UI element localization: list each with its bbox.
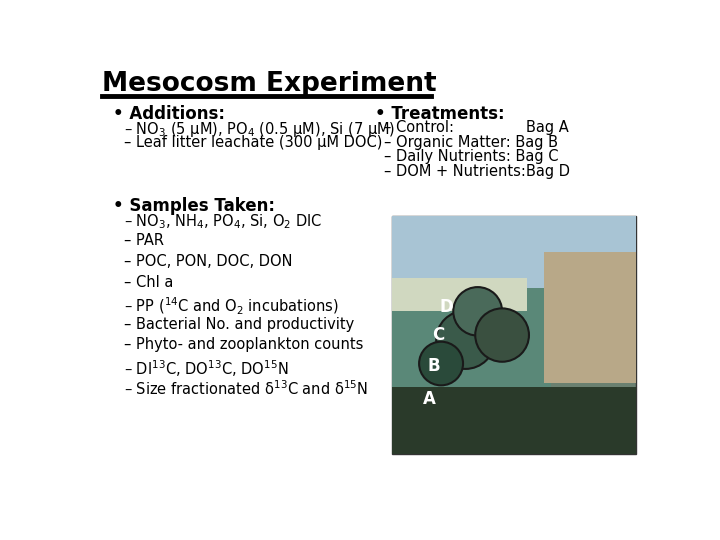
Text: • Additions:: • Additions: bbox=[113, 105, 225, 123]
Text: C: C bbox=[433, 326, 445, 344]
Bar bbox=[392, 217, 636, 454]
Text: – Daily Nutrients: Bag C: – Daily Nutrients: Bag C bbox=[384, 150, 559, 165]
Text: – Control:: – Control: bbox=[384, 120, 454, 135]
Text: – Size fractionated δ$^{13}$C and δ$^{15}$N: – Size fractionated δ$^{13}$C and δ$^{15… bbox=[124, 379, 368, 397]
Text: Bag D: Bag D bbox=[526, 164, 570, 179]
Bar bbox=[392, 217, 636, 300]
Text: – PP ($^{14}$C and O$_2$ incubations): – PP ($^{14}$C and O$_2$ incubations) bbox=[124, 296, 339, 317]
Text: – DI$^{13}$C, DO$^{13}$C, DO$^{15}$N: – DI$^{13}$C, DO$^{13}$C, DO$^{15}$N bbox=[124, 358, 289, 379]
Text: A: A bbox=[423, 390, 436, 408]
Text: D: D bbox=[439, 298, 453, 315]
Circle shape bbox=[475, 308, 529, 362]
Circle shape bbox=[419, 342, 463, 386]
Text: Mesocosm Experiment: Mesocosm Experiment bbox=[102, 71, 436, 97]
Text: – Bacterial No. and productivity: – Bacterial No. and productivity bbox=[124, 316, 354, 332]
Text: B: B bbox=[428, 357, 440, 375]
Circle shape bbox=[436, 310, 495, 369]
Text: – NO$_3$ (5 μM), PO$_4$ (0.5 μM), Si (7 μM): – NO$_3$ (5 μM), PO$_4$ (0.5 μM), Si (7 … bbox=[124, 120, 395, 139]
Text: – PAR: – PAR bbox=[124, 233, 164, 248]
Text: Bag A: Bag A bbox=[526, 120, 569, 135]
Text: – NO$_3$, NH$_4$, PO$_4$, Si, O$_2$ DIC: – NO$_3$, NH$_4$, PO$_4$, Si, O$_2$ DIC bbox=[124, 213, 323, 231]
Text: – Chl a: – Chl a bbox=[124, 275, 174, 290]
Circle shape bbox=[454, 287, 502, 335]
Bar bbox=[392, 278, 526, 312]
Bar bbox=[392, 387, 636, 454]
Text: – Organic Matter: Bag B: – Organic Matter: Bag B bbox=[384, 135, 559, 150]
Text: – POC, PON, DOC, DON: – POC, PON, DOC, DON bbox=[124, 254, 292, 269]
Text: – Leaf litter leachate (300 μM DOC): – Leaf litter leachate (300 μM DOC) bbox=[124, 135, 382, 150]
Text: • Samples Taken:: • Samples Taken: bbox=[113, 197, 275, 215]
Bar bbox=[544, 252, 636, 382]
Text: – DOM + Nutrients:: – DOM + Nutrients: bbox=[384, 164, 526, 179]
Text: – Phyto- and zooplankton counts: – Phyto- and zooplankton counts bbox=[124, 338, 364, 353]
Bar bbox=[392, 288, 551, 394]
Text: • Treatments:: • Treatments: bbox=[375, 105, 505, 123]
